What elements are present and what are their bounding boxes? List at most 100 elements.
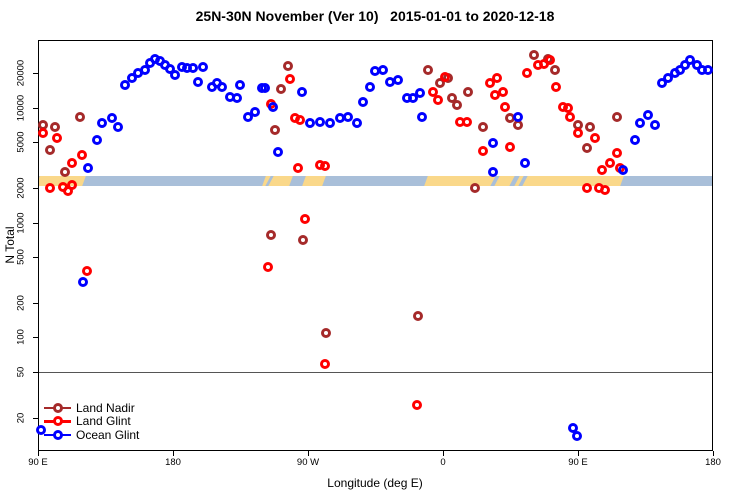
legend-marker: [44, 416, 71, 427]
data-point: [250, 106, 261, 117]
data-point: [273, 147, 283, 157]
data-point: [315, 116, 325, 127]
data-point: [297, 86, 307, 97]
data-point: [393, 75, 403, 85]
coastline-map-strip: [38, 176, 713, 186]
y-tick-label: 200: [15, 294, 27, 311]
chart-title: 25N-30N November (Ver 10) 2015-01-01 to …: [195, 8, 555, 24]
data-point: [522, 68, 532, 79]
y-tick: [33, 417, 38, 419]
data-point: [97, 118, 108, 128]
data-point: [283, 61, 294, 72]
x-tick-label: 90 W: [296, 457, 320, 468]
data-point: [529, 50, 540, 61]
legend-point-sample: [52, 429, 63, 440]
data-point: [571, 430, 582, 441]
data-point: [300, 214, 310, 225]
y-tick: [33, 73, 38, 75]
data-point: [112, 121, 123, 132]
data-point: [451, 100, 462, 111]
x-axis-title: Longitude (deg E): [327, 476, 423, 490]
legend-label: Ocean Glint: [76, 427, 140, 442]
plot-area: [38, 40, 713, 451]
data-point: [600, 184, 610, 195]
data-point: [585, 121, 595, 132]
data-point: [45, 144, 55, 155]
data-point: [75, 111, 85, 122]
data-point: [433, 94, 444, 105]
data-point: [198, 61, 208, 72]
data-point: [604, 157, 615, 168]
x-tick-label: 180: [165, 457, 181, 468]
data-point: [45, 182, 55, 193]
data-point: [427, 86, 438, 97]
data-point: [49, 121, 60, 132]
data-point: [319, 358, 330, 369]
data-point: [91, 134, 102, 145]
y-tick: [33, 222, 38, 224]
data-point: [217, 82, 228, 93]
data-point: [478, 146, 489, 157]
data-point: [612, 111, 622, 122]
data-point: [498, 86, 508, 97]
data-point: [285, 73, 295, 84]
x-tick-label: 180: [705, 457, 721, 468]
data-point: [304, 118, 315, 128]
data-point: [612, 147, 622, 158]
data-point: [139, 64, 150, 75]
data-point: [106, 113, 117, 124]
data-point: [78, 276, 88, 287]
data-point: [259, 83, 270, 94]
data-point: [582, 143, 592, 154]
y-tick: [33, 107, 38, 109]
data-point: [243, 111, 253, 122]
data-point: [169, 70, 180, 81]
data-point: [364, 82, 375, 93]
data-point: [484, 77, 495, 88]
data-point: [67, 180, 78, 191]
y-tick: [33, 337, 38, 339]
data-point: [703, 64, 714, 75]
x-tick: [578, 451, 579, 456]
y-tick: [33, 187, 38, 189]
legend-point-sample: [52, 402, 63, 413]
data-point: [276, 84, 286, 95]
data-point: [565, 111, 576, 122]
data-point: [589, 133, 600, 144]
x-tick: [38, 451, 39, 456]
data-point: [618, 164, 628, 175]
data-point: [513, 111, 523, 122]
data-point: [487, 167, 498, 178]
x-tick: [173, 451, 174, 456]
data-point: [193, 77, 204, 88]
data-point: [408, 93, 418, 104]
data-point: [520, 157, 531, 168]
data-point: [270, 124, 280, 135]
y-tick: [33, 257, 38, 259]
data-point: [562, 102, 573, 113]
legend-item: Ocean Glint: [44, 428, 139, 442]
data-point: [643, 109, 654, 120]
data-point: [679, 60, 690, 70]
data-point: [60, 167, 70, 178]
y-tick-label: 10000: [15, 94, 27, 121]
legend-label: Land Nadir: [76, 400, 135, 415]
data-point: [235, 80, 246, 91]
data-point: [582, 182, 592, 193]
data-point: [321, 328, 331, 339]
data-point: [415, 88, 426, 99]
data-point: [573, 128, 583, 139]
data-point: [82, 266, 93, 277]
data-point: [649, 120, 660, 130]
x-tick: [308, 451, 309, 456]
data-point: [265, 229, 276, 240]
data-point: [127, 73, 138, 84]
y-tick-label: 2000: [15, 177, 27, 199]
data-point: [462, 116, 472, 127]
data-point: [487, 138, 498, 149]
data-point: [319, 161, 330, 172]
data-point: [423, 64, 433, 75]
y-tick-label: 20: [15, 412, 27, 423]
legend: Land Nadir Land Glint Ocean Glint: [44, 401, 139, 442]
data-point: [82, 163, 93, 174]
